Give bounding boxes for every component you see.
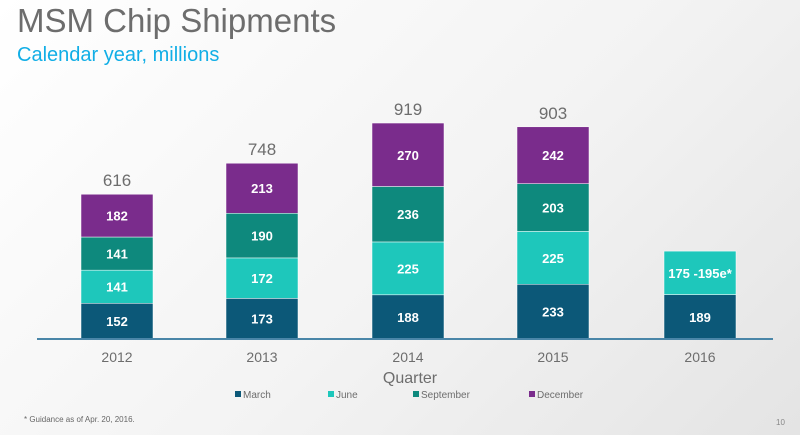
bar-september-2013	[225, 213, 299, 259]
bar-september-2015	[516, 183, 590, 232]
bar-june-2013	[225, 257, 299, 299]
data-label: 173	[251, 312, 273, 327]
chart-subtitle: Calendar year, millions	[17, 44, 220, 66]
bar-september-2014	[371, 186, 445, 243]
legend-label-june: June	[336, 390, 358, 401]
legend-swatch-march	[235, 391, 241, 397]
data-label: 233	[542, 305, 564, 320]
x-tick-label: 2014	[392, 349, 423, 365]
total-label: 903	[539, 104, 567, 123]
data-label: 172	[251, 271, 273, 286]
x-tick-label: 2013	[246, 349, 277, 365]
legend-swatch-december	[529, 391, 535, 397]
bar-june-2014	[371, 241, 445, 296]
data-label: 203	[542, 201, 564, 216]
bar-june-2015	[516, 231, 590, 285]
data-label: 225	[542, 251, 564, 266]
data-label: 141	[106, 247, 128, 262]
data-label: 188	[397, 310, 419, 325]
data-label: 189	[689, 310, 711, 325]
data-label: 190	[251, 229, 273, 244]
x-tick-label: 2012	[101, 349, 132, 365]
bar-december-2015	[516, 126, 590, 184]
data-label: 141	[106, 280, 128, 295]
bar-december-2013	[225, 162, 299, 214]
legend-swatch-june	[328, 391, 334, 397]
data-label: 225	[397, 261, 419, 276]
bar-march-2014	[371, 294, 445, 340]
bar-september-2012	[80, 236, 154, 271]
bar-march-2016	[663, 294, 737, 340]
x-axis-title: Quarter	[383, 370, 438, 387]
legend-label-december: December	[537, 390, 584, 401]
data-label: 236	[397, 207, 419, 222]
bar-december-2012	[80, 193, 154, 238]
data-label: 242	[542, 148, 564, 163]
x-tick-label: 2016	[684, 349, 715, 365]
bar-june-2016	[663, 250, 737, 295]
legend-label-september: September	[421, 390, 471, 401]
data-label: 152	[106, 314, 128, 329]
chart-title: MSM Chip Shipments	[17, 2, 337, 39]
total-label: 919	[394, 100, 422, 119]
legend-label-march: March	[243, 390, 271, 401]
data-label: 270	[397, 148, 419, 163]
page-number: 10	[776, 418, 785, 427]
data-label: 182	[106, 209, 128, 224]
total-label: 616	[103, 171, 131, 190]
x-tick-label: 2015	[537, 349, 568, 365]
bar-june-2012	[80, 269, 154, 304]
bar-march-2015	[516, 283, 590, 340]
legend-swatch-september	[413, 391, 419, 397]
data-label: 175 -195e*	[668, 266, 733, 281]
bar-march-2012	[80, 303, 154, 340]
data-label: 213	[251, 181, 273, 196]
bar-december-2014	[371, 122, 445, 187]
footnote: * Guidance as of Apr. 20, 2016.	[24, 415, 135, 424]
total-label: 748	[248, 140, 276, 159]
